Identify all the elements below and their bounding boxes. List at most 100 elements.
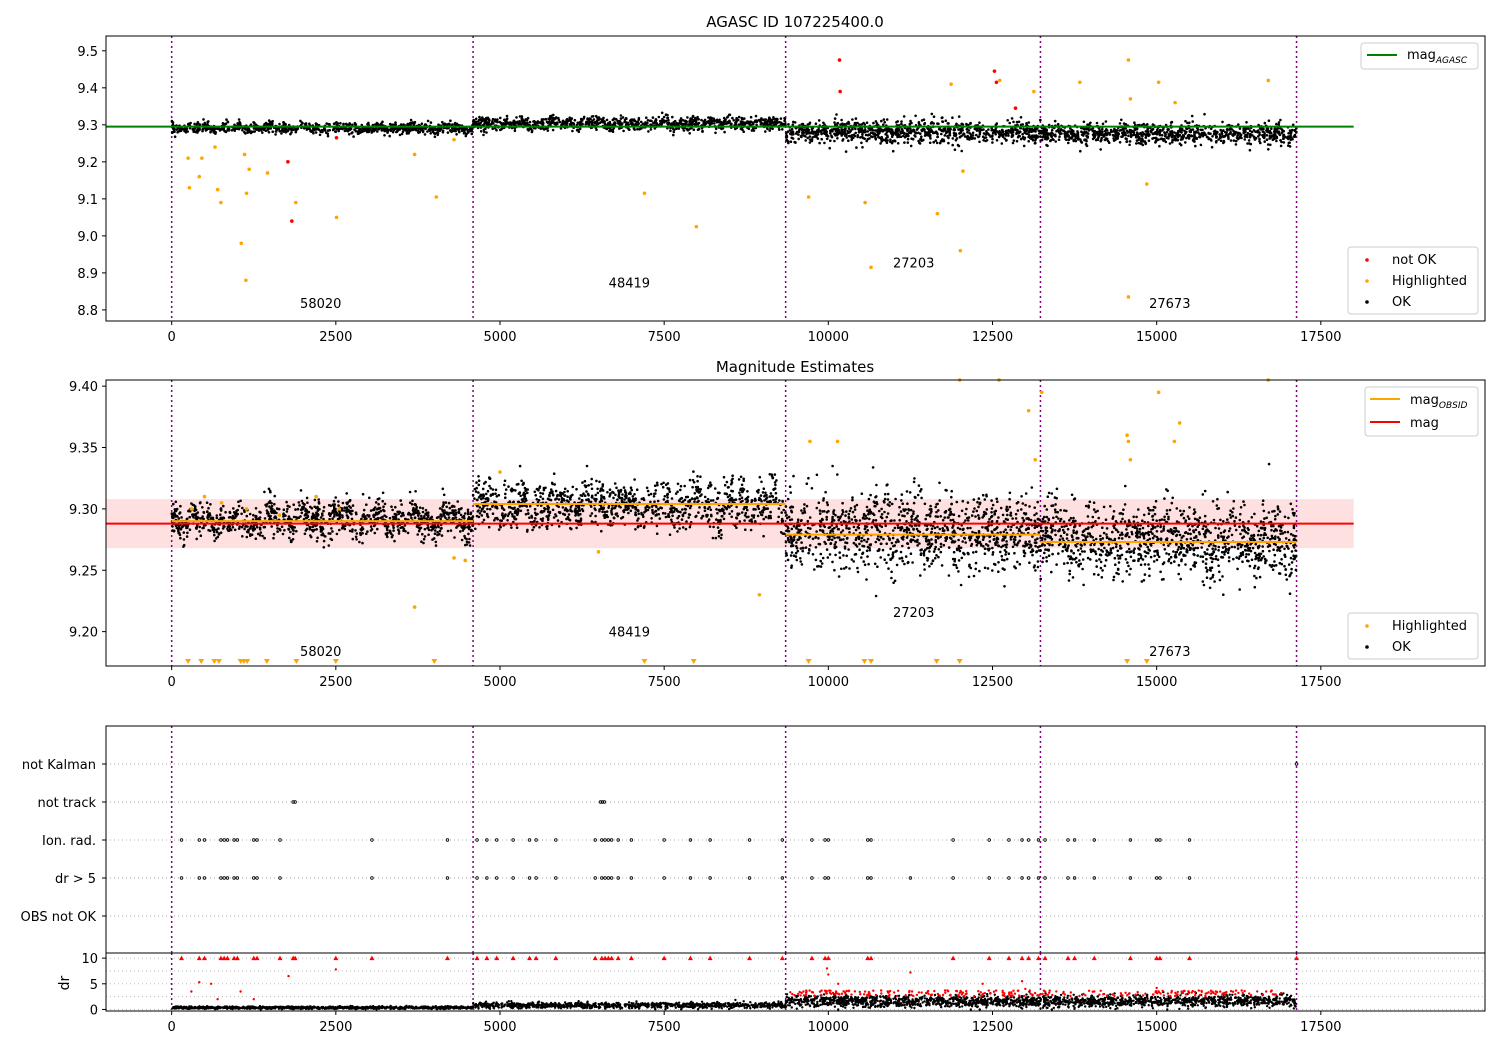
highlighted-point	[642, 191, 647, 196]
ok-point	[272, 536, 275, 540]
ok-point	[343, 129, 347, 133]
ok-point	[866, 130, 870, 133]
ok-point	[764, 130, 767, 133]
ok-point	[1238, 135, 1242, 138]
ok-point	[830, 134, 833, 137]
ok-point	[693, 116, 697, 120]
ok-point	[760, 513, 764, 517]
ok-point	[423, 535, 427, 538]
ok-point	[1221, 120, 1224, 124]
ok-point	[1275, 122, 1278, 126]
ok-point	[300, 499, 304, 503]
ok-point	[252, 127, 256, 130]
ok-point	[922, 118, 926, 121]
ok-point	[357, 132, 360, 135]
highlighted-point	[961, 169, 965, 173]
ok-point	[605, 118, 609, 122]
ok-point	[265, 503, 269, 506]
ok-point	[1158, 130, 1161, 133]
ok-point	[865, 121, 869, 124]
ok-point	[214, 537, 218, 540]
ok-point	[386, 528, 389, 532]
ok-point	[232, 507, 235, 510]
ok-point	[179, 536, 182, 540]
ok-point	[868, 133, 871, 136]
ok-point	[233, 528, 237, 532]
ok-point	[349, 506, 353, 510]
ok-point	[832, 128, 835, 131]
ok-point	[1267, 148, 1270, 151]
ok-point	[237, 504, 241, 508]
ok-point	[1275, 139, 1278, 143]
ok-point	[352, 135, 355, 138]
ok-point	[229, 515, 232, 519]
ok-point	[1140, 133, 1143, 137]
ok-point	[489, 487, 493, 490]
ok-point	[744, 528, 747, 531]
highlighted-point	[806, 195, 811, 199]
highlighted-point	[293, 200, 298, 205]
ok-point	[961, 123, 965, 126]
ok-point	[790, 127, 794, 131]
ok-point	[228, 510, 232, 514]
ok-point	[807, 131, 811, 135]
ok-point	[937, 122, 940, 126]
ok-point	[880, 128, 883, 131]
ok-point	[198, 525, 201, 529]
highlighted-point	[1156, 80, 1161, 85]
ok-point	[427, 526, 430, 529]
ok-point	[506, 519, 509, 522]
ok-point	[380, 129, 384, 132]
highlighted-point	[265, 171, 270, 175]
ok-point	[1277, 121, 1281, 124]
ok-point	[350, 517, 354, 521]
ok-point	[1176, 138, 1179, 142]
ok-point	[572, 122, 575, 125]
ok-point	[618, 119, 621, 123]
ok-point	[421, 129, 425, 133]
ok-point	[207, 506, 210, 510]
ok-point	[245, 530, 249, 534]
ok-point	[359, 131, 362, 134]
ok-point	[376, 527, 379, 531]
ok-point	[1114, 129, 1118, 132]
ok-point	[224, 510, 227, 514]
ok-point	[215, 127, 219, 130]
ok-point	[1289, 134, 1292, 138]
ok-point	[755, 123, 758, 127]
ok-point	[1221, 129, 1225, 133]
ok-point	[711, 119, 715, 123]
ok-point	[386, 535, 389, 539]
ok-point	[441, 487, 445, 491]
ok-point	[1158, 144, 1161, 148]
ok-point	[254, 517, 258, 521]
ok-point	[172, 128, 176, 132]
ok-point	[1109, 130, 1113, 134]
ok-point	[437, 128, 440, 131]
ok-point	[947, 136, 950, 140]
ok-point	[1076, 138, 1080, 141]
ok-point	[637, 122, 640, 125]
highlighted-point	[187, 185, 192, 190]
ok-point	[348, 122, 352, 126]
ok-point	[434, 540, 438, 544]
ok-point	[307, 510, 311, 514]
ok-point	[917, 131, 920, 135]
ok-point	[864, 130, 867, 134]
ok-point	[433, 132, 437, 136]
ok-point	[1246, 131, 1250, 135]
ok-point	[722, 116, 726, 120]
ok-point	[1224, 130, 1227, 134]
ok-point	[485, 122, 489, 126]
ok-point	[495, 128, 498, 132]
ok-point	[1219, 128, 1222, 132]
ok-point	[668, 490, 672, 494]
ok-point	[521, 118, 524, 121]
ok-point	[499, 121, 503, 125]
ok-point	[858, 129, 861, 133]
ok-point	[890, 130, 894, 134]
ok-point	[238, 121, 242, 125]
ok-point	[325, 122, 329, 125]
ok-point	[928, 130, 932, 134]
ok-point	[417, 529, 421, 533]
